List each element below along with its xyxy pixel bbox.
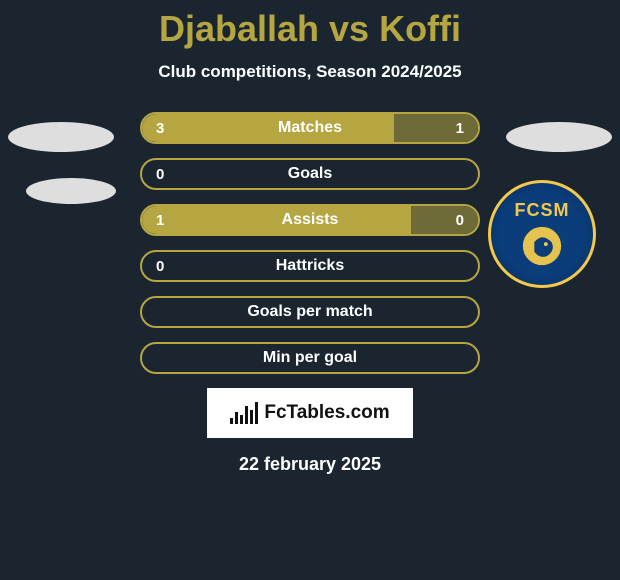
stat-value-left: 0 [156, 166, 164, 183]
club-logo: FCSM [488, 180, 596, 288]
bar-icon-bar [240, 415, 243, 424]
stat-label: Matches [278, 119, 342, 137]
stat-row: 1 0 Assists [140, 204, 480, 236]
stat-fill-right [411, 206, 478, 234]
page-subtitle: Club competitions, Season 2024/2025 [0, 62, 620, 82]
stat-label: Hattricks [276, 257, 344, 275]
stat-row: Goals per match [140, 296, 480, 328]
stat-label: Goals per match [247, 303, 372, 321]
branding-box[interactable]: FcTables.com [207, 388, 413, 438]
bar-icon-bar [255, 402, 258, 424]
bar-icon-bar [230, 418, 233, 424]
club-logo-abbr: FCSM [515, 200, 570, 221]
bar-icon-bar [245, 406, 248, 424]
stat-label: Min per goal [263, 349, 357, 367]
page-title: Djaballah vs Koffi [0, 0, 620, 50]
bar-icon-bar [250, 410, 253, 424]
stat-row: 0 Hattricks [140, 250, 480, 282]
stat-fill-left [142, 206, 411, 234]
stat-fill-left [142, 114, 394, 142]
stat-value-right: 1 [456, 120, 464, 137]
stat-value-left: 3 [156, 120, 164, 137]
stat-row: 3 1 Matches [140, 112, 480, 144]
stat-value-right: 0 [456, 212, 464, 229]
stat-row: Min per goal [140, 342, 480, 374]
branding-text: FcTables.com [264, 402, 389, 424]
stat-label: Assists [282, 211, 339, 229]
bar-chart-icon [230, 402, 258, 424]
left-player-ellipse-2 [26, 178, 116, 204]
stat-value-left: 0 [156, 258, 164, 275]
stat-label: Goals [288, 165, 332, 183]
stat-fill-right [394, 114, 478, 142]
footer-date: 22 february 2025 [0, 454, 620, 475]
stat-value-left: 1 [156, 212, 164, 229]
stat-row: 0 Goals [140, 158, 480, 190]
bar-icon-bar [235, 412, 238, 424]
left-player-ellipse-1 [8, 122, 114, 152]
right-player-ellipse [506, 122, 612, 152]
lion-icon [519, 223, 565, 269]
